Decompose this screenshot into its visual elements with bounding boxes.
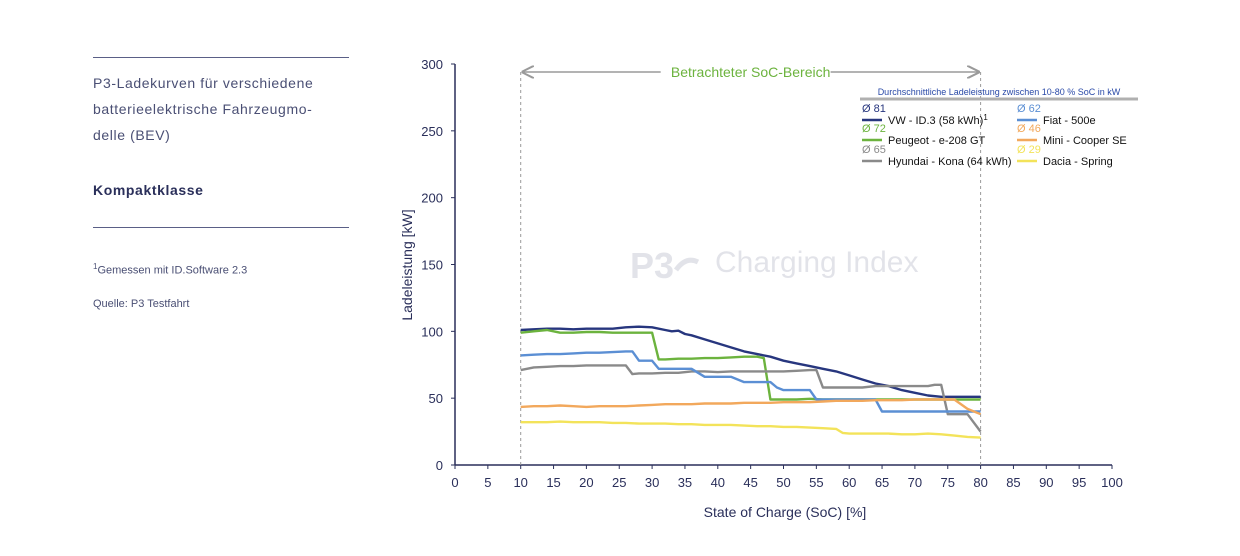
y-axis-label: Ladeleistung [kW] bbox=[399, 209, 415, 320]
y-tick-label: 0 bbox=[436, 458, 443, 473]
x-tick-label: 70 bbox=[908, 475, 922, 490]
y-tick-label: 250 bbox=[421, 124, 443, 139]
legend-avg-value: Ø 46 bbox=[1017, 123, 1041, 135]
series-lines bbox=[520, 325, 982, 439]
x-tick-label: 55 bbox=[809, 475, 823, 490]
caption-line: P3-Ladekurven für verschiedene bbox=[93, 75, 314, 91]
footnote: 1Gemessen mit ID.Software 2.3 bbox=[93, 262, 247, 277]
y-tick-label: 150 bbox=[421, 258, 443, 273]
x-tick-label: 85 bbox=[1006, 475, 1020, 490]
axes bbox=[451, 63, 1113, 469]
footnote-mark: 1 bbox=[93, 262, 98, 271]
x-tick-label: 100 bbox=[1101, 475, 1123, 490]
footnote-text: Gemessen mit ID.Software 2.3 bbox=[97, 264, 248, 277]
sidebar-bottom-divider bbox=[93, 227, 349, 228]
x-tick-label: 30 bbox=[645, 475, 659, 490]
x-tick-label: 10 bbox=[513, 475, 527, 490]
x-tick-label: 20 bbox=[579, 475, 593, 490]
y-tick-label: 100 bbox=[421, 324, 443, 339]
series-line bbox=[520, 350, 981, 413]
legend-label: Dacia - Spring bbox=[1043, 156, 1113, 168]
legend-label: Peugeot - e-208 GT bbox=[888, 135, 986, 147]
legend-label: Mini - Cooper SE bbox=[1043, 135, 1127, 147]
caption-line: batterieelektrische Fahrzeugmo- bbox=[93, 101, 313, 117]
x-tick-label: 25 bbox=[612, 475, 626, 490]
x-tick-label: 65 bbox=[875, 475, 889, 490]
x-tick-label: 60 bbox=[842, 475, 856, 490]
watermark: P3 Charging Index bbox=[630, 245, 918, 286]
y-tick-label: 300 bbox=[421, 57, 443, 72]
vehicle-class-label: Kompaktklasse bbox=[93, 182, 204, 198]
legend: Durchschnittliche Ladeleistung zwischen … bbox=[860, 87, 1138, 168]
y-tick-label: 200 bbox=[421, 191, 443, 206]
x-tick-label: 80 bbox=[973, 475, 987, 490]
legend-avg-value: Ø 29 bbox=[1017, 144, 1041, 156]
sidebar-top-divider bbox=[93, 57, 349, 58]
chart-caption: P3-Ladekurven für verschiedene batteriee… bbox=[93, 70, 343, 148]
legend-avg-value: Ø 81 bbox=[862, 103, 886, 115]
watermark-text: Charging Index bbox=[715, 246, 918, 279]
x-tick-label: 5 bbox=[484, 475, 491, 490]
series-line bbox=[520, 420, 981, 439]
series-line bbox=[520, 398, 982, 416]
soc-range-annotation: Betrachteter SoC-Bereich bbox=[520, 64, 982, 465]
x-tick-label: 75 bbox=[941, 475, 955, 490]
legend-title: Durchschnittliche Ladeleistung zwischen … bbox=[878, 87, 1121, 97]
x-tick-label: 40 bbox=[711, 475, 725, 490]
legend-avg-value: Ø 72 bbox=[862, 123, 886, 135]
legend-avg-value: Ø 62 bbox=[1017, 103, 1041, 115]
legend-label: VW - ID.3 (58 kWh)1 bbox=[888, 113, 988, 128]
x-tick-label: 95 bbox=[1072, 475, 1086, 490]
series-line bbox=[520, 325, 981, 398]
watermark-logo: P3 bbox=[630, 245, 674, 286]
x-tick-label: 15 bbox=[546, 475, 560, 490]
x-tick-label: 35 bbox=[678, 475, 692, 490]
plug-icon bbox=[673, 257, 700, 272]
x-tick-label: 0 bbox=[451, 475, 458, 490]
tick-labels: 0 5 10 15 20 25 30 35 40 45 50 55 60 65 70 75 80 85 90 95 10… bbox=[421, 57, 1123, 490]
legend-avg-value: Ø 65 bbox=[862, 144, 886, 156]
x-tick-label: 45 bbox=[743, 475, 757, 490]
x-tick-label: 50 bbox=[776, 475, 790, 490]
source-note: Quelle: P3 Testfahrt bbox=[93, 298, 190, 310]
range-label: Betrachteter SoC-Bereich bbox=[671, 64, 831, 80]
caption-line: delle (BEV) bbox=[93, 127, 171, 143]
x-tick-label: 90 bbox=[1039, 475, 1053, 490]
legend-label: Fiat - 500e bbox=[1043, 115, 1096, 127]
series-line bbox=[520, 364, 982, 433]
legend-label: Hyundai - Kona (64 kWh) bbox=[888, 156, 1012, 168]
x-axis-label: State of Charge (SoC) [%] bbox=[704, 504, 867, 520]
y-tick-label: 50 bbox=[429, 391, 443, 406]
